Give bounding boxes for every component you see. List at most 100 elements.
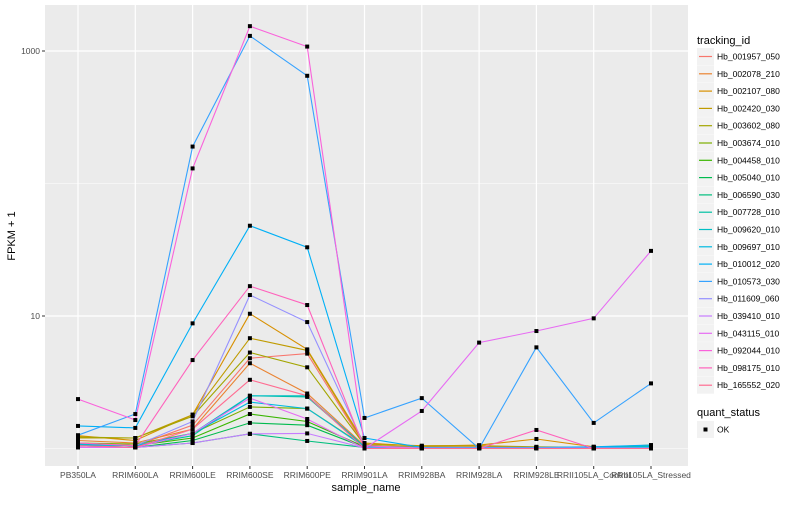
data-point xyxy=(133,436,138,441)
data-point xyxy=(649,248,653,253)
legend-item: Hb_165552_020 xyxy=(697,376,780,394)
data-point xyxy=(247,431,252,436)
data-point xyxy=(190,436,195,441)
data-point xyxy=(190,433,195,438)
data-point xyxy=(305,365,310,370)
data-point xyxy=(76,443,80,448)
data-point xyxy=(190,423,195,428)
data-point xyxy=(190,431,195,436)
data-point xyxy=(305,406,310,411)
legend-item: Hb_002078_210 xyxy=(697,65,780,83)
data-point xyxy=(305,73,310,78)
data-point xyxy=(247,284,252,289)
data-point xyxy=(305,416,310,421)
legend-item: Hb_006590_030 xyxy=(697,186,780,204)
data-point xyxy=(247,336,252,341)
data-point xyxy=(362,436,367,441)
point-shape-swatch xyxy=(703,427,708,432)
shape-legend-label: OK xyxy=(717,425,730,435)
data-point xyxy=(247,293,252,298)
data-point xyxy=(591,316,596,321)
legend-item: Hb_098175_010 xyxy=(697,359,780,377)
legend-label: Hb_003602_080 xyxy=(717,121,780,131)
legend-item: Hb_092044_010 xyxy=(697,342,780,360)
legend-label: Hb_001957_050 xyxy=(717,52,780,62)
data-point xyxy=(305,393,310,398)
x-tick-label: RRIM600PE xyxy=(284,470,332,480)
data-point xyxy=(76,423,80,428)
shape-legend-title: quant_status xyxy=(697,407,760,419)
data-point xyxy=(247,33,252,38)
legend-label: Hb_011609_060 xyxy=(717,294,780,304)
x-tick-label: PB350LA xyxy=(60,470,96,480)
data-point xyxy=(305,419,310,424)
data-point xyxy=(133,425,138,430)
data-point xyxy=(419,408,424,413)
data-point xyxy=(247,361,252,366)
data-point xyxy=(190,321,195,326)
data-point xyxy=(247,412,252,417)
legend-title: tracking_id xyxy=(697,35,750,47)
axes: 10 1000 PB350LA RRIM600LA RRIM600LE RRIM600SE… xyxy=(21,46,691,480)
data-point xyxy=(247,396,252,401)
data-point xyxy=(305,391,310,396)
data-point xyxy=(133,445,138,450)
data-point xyxy=(190,414,195,419)
data-point xyxy=(76,441,80,446)
data-point xyxy=(305,423,310,428)
data-point xyxy=(190,144,195,149)
data-point xyxy=(649,381,653,386)
data-point xyxy=(534,345,539,350)
x-axis-title: sample_name xyxy=(331,482,400,494)
data-point xyxy=(419,446,424,451)
data-point xyxy=(190,438,195,443)
data-point xyxy=(247,223,252,228)
shape-legend-item: OK xyxy=(697,421,730,438)
legend-item: Hb_010012_020 xyxy=(697,255,780,273)
data-point xyxy=(247,350,252,355)
data-point xyxy=(190,358,195,363)
x-tick-label: RRIM600SE xyxy=(226,470,274,480)
legend-label: Hb_002107_080 xyxy=(717,86,780,96)
data-point xyxy=(247,404,252,409)
data-point xyxy=(305,431,310,436)
data-point xyxy=(362,443,367,448)
y-tick-label: 1000 xyxy=(21,46,40,56)
data-point xyxy=(362,415,367,420)
data-point xyxy=(362,446,367,451)
legend-item: Hb_007728_010 xyxy=(697,203,780,221)
legend-item: Hb_043115_010 xyxy=(697,324,780,342)
gridlines xyxy=(45,5,688,466)
data-point xyxy=(305,348,310,353)
legend-label: Hb_003674_010 xyxy=(717,138,780,148)
data-point xyxy=(305,320,310,325)
legend-label: Hb_010012_020 xyxy=(717,259,780,269)
data-point xyxy=(133,412,138,417)
x-tick-label: RRIM600LA xyxy=(112,470,159,480)
legend-label: Hb_098175_010 xyxy=(717,363,780,373)
data-point xyxy=(305,303,310,308)
legend-label: Hb_010573_030 xyxy=(717,276,780,286)
legend-label: Hb_009620_010 xyxy=(717,225,780,235)
data-point xyxy=(247,24,252,29)
data-point xyxy=(305,44,310,49)
data-point xyxy=(591,446,596,451)
data-point xyxy=(247,420,252,425)
data-point xyxy=(305,438,310,443)
data-point xyxy=(190,427,195,432)
data-point xyxy=(591,420,596,425)
shape-legend: quant_status OK xyxy=(697,407,760,438)
x-tick-label: RRII105LA_Control xyxy=(557,470,631,480)
x-tick-label: RRIM600LE xyxy=(169,470,216,480)
legend-item: Hb_009620_010 xyxy=(697,221,780,238)
data-point xyxy=(190,166,195,171)
data-point xyxy=(247,400,252,405)
legend-label: Hb_165552_020 xyxy=(717,380,780,390)
data-point xyxy=(534,427,539,432)
legend-label: Hb_002420_030 xyxy=(717,103,780,113)
legend-item: Hb_001957_050 xyxy=(697,48,780,65)
data-point xyxy=(534,329,539,334)
y-tick-label: 10 xyxy=(31,311,41,321)
x-tick-label: RRIM928BA xyxy=(398,470,446,480)
